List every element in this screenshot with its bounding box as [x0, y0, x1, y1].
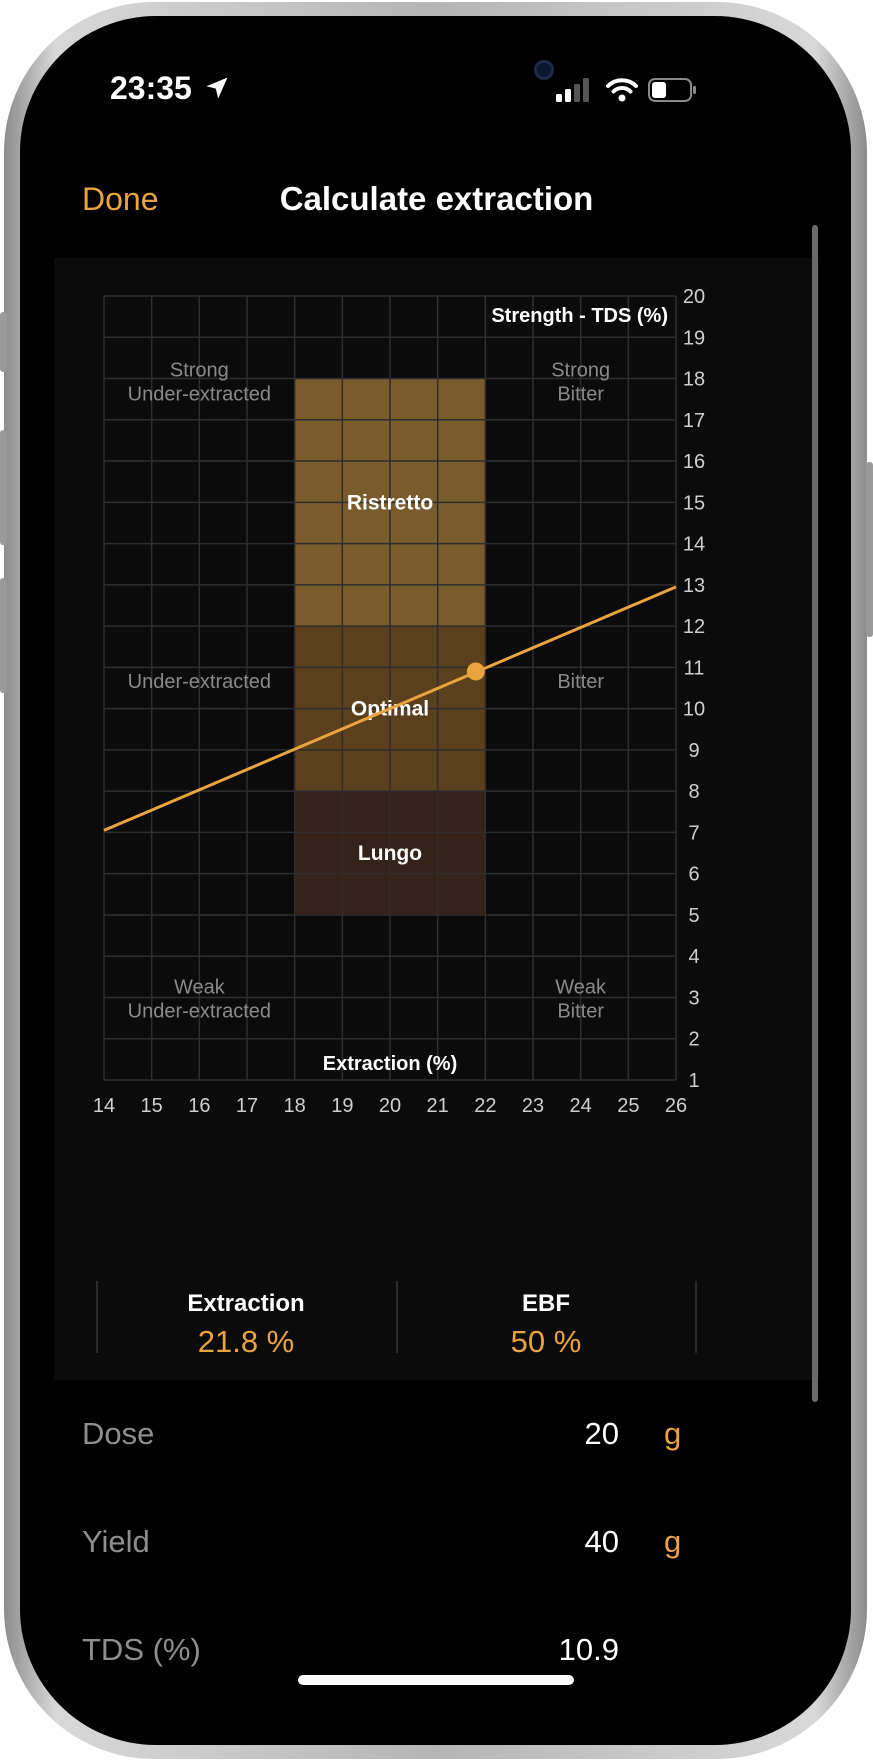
- scrollbar[interactable]: [812, 225, 818, 1402]
- zone-label-ristretto: Ristretto: [347, 491, 433, 514]
- ratio-line: [103, 585, 677, 832]
- location-arrow-icon: [206, 77, 228, 99]
- region-label: Strong: [170, 359, 229, 381]
- x-tick-label: 14: [93, 1095, 115, 1117]
- extraction-stat: Extraction 21.8 %: [96, 1290, 396, 1360]
- region-label: Weak: [174, 976, 226, 998]
- yield-unit: g: [664, 1524, 682, 1559]
- stat-divider: [96, 1281, 98, 1353]
- y-tick-label: 7: [688, 822, 699, 844]
- x-axis-title: Extraction (%): [323, 1053, 457, 1075]
- time-text: 23:35: [110, 70, 192, 106]
- y-tick-label: 6: [688, 864, 699, 886]
- signal-icon: [556, 78, 589, 102]
- y-tick-label: 17: [683, 410, 705, 432]
- y-tick-label: 5: [688, 905, 699, 927]
- chart-area: RistrettoOptimalLungoStrongUnder-extract…: [54, 258, 819, 1378]
- region-label: Under-extracted: [128, 1000, 271, 1022]
- y-tick-label: 13: [683, 575, 705, 597]
- x-tick-label: 20: [379, 1095, 401, 1117]
- extraction-point: [466, 662, 485, 681]
- region-label: Bitter: [557, 1000, 604, 1022]
- x-tick-label: 18: [284, 1095, 306, 1117]
- ebf-stat-label: EBF: [522, 1290, 570, 1317]
- y-tick-label: 8: [688, 781, 699, 803]
- ebf-stat: EBF 50 %: [396, 1290, 696, 1360]
- status-time: 23:35: [110, 70, 231, 107]
- region-label: Strong: [551, 359, 610, 381]
- x-tick-label: 25: [617, 1095, 639, 1117]
- home-indicator[interactable]: [298, 1675, 574, 1685]
- y-tick-label: 9: [688, 740, 699, 762]
- region-label: Bitter: [557, 671, 604, 693]
- front-camera: [534, 60, 554, 80]
- y-tick-label: 18: [683, 369, 705, 391]
- page-title: Calculate extraction: [279, 180, 594, 217]
- y-axis-title: Strength - TDS (%): [491, 305, 668, 327]
- screen: 23:35 Calculate extraction Done: [54, 42, 819, 1719]
- region-label: Under-extracted: [128, 671, 271, 693]
- y-tick-label: 15: [683, 492, 705, 514]
- extraction-chart[interactable]: RistrettoOptimalLungoStrongUnder-extract…: [54, 258, 819, 1158]
- y-tick-label: 16: [683, 451, 705, 473]
- mute-switch: [0, 312, 7, 372]
- x-tick-label: 22: [474, 1095, 496, 1117]
- y-tick-label: 14: [683, 534, 705, 556]
- x-tick-label: 26: [665, 1095, 687, 1117]
- x-tick-label: 15: [141, 1095, 163, 1117]
- x-tick-label: 17: [236, 1095, 258, 1117]
- y-tick-label: 19: [683, 327, 705, 349]
- wifi-icon: [606, 78, 638, 102]
- region-label: Under-extracted: [128, 383, 271, 405]
- tds-row[interactable]: TDS (%) 10.9: [54, 1596, 819, 1704]
- yield-input[interactable]: 40: [584, 1524, 619, 1559]
- x-tick-label: 24: [570, 1095, 592, 1117]
- yield-row[interactable]: Yield 40 g: [54, 1488, 819, 1596]
- brew-form: Dose 20 g Yield 40 g TDS (%) 10.9: [54, 1380, 819, 1719]
- power-button: [866, 462, 873, 637]
- y-tick-label: 1: [688, 1070, 699, 1092]
- volume-down-button: [0, 578, 7, 693]
- extraction-stat-value: 21.8 %: [197, 1324, 295, 1359]
- dose-unit: g: [664, 1416, 682, 1451]
- x-tick-label: 16: [188, 1095, 210, 1117]
- y-tick-label: 10: [683, 699, 705, 721]
- zone-label-lungo: Lungo: [358, 842, 422, 865]
- tds-input[interactable]: 10.9: [558, 1632, 619, 1667]
- y-tick-label: 4: [688, 946, 699, 968]
- dose-input[interactable]: 20: [584, 1416, 619, 1451]
- ebf-stat-value: 50 %: [510, 1324, 582, 1359]
- dynamic-notch: [278, 42, 596, 108]
- y-tick-label: 3: [688, 987, 699, 1009]
- y-tick-label: 11: [684, 657, 705, 679]
- dose-row[interactable]: Dose 20 g: [54, 1380, 819, 1488]
- done-button[interactable]: Done: [82, 181, 159, 217]
- x-tick-label: 23: [522, 1095, 544, 1117]
- stat-divider: [396, 1281, 398, 1353]
- y-tick-label: 12: [683, 616, 705, 638]
- yield-label: Yield: [82, 1524, 150, 1559]
- extraction-stat-label: Extraction: [187, 1290, 305, 1317]
- stat-divider: [695, 1281, 697, 1353]
- tds-label: TDS (%): [82, 1632, 201, 1667]
- y-tick-label: 20: [683, 286, 705, 308]
- region-label: Bitter: [557, 383, 604, 405]
- y-tick-label: 2: [688, 1029, 699, 1051]
- battery-icon: [648, 78, 696, 102]
- volume-up-button: [0, 430, 7, 545]
- x-tick-label: 21: [427, 1095, 449, 1117]
- x-tick-label: 19: [331, 1095, 353, 1117]
- nav-bar: Calculate extraction Done: [54, 146, 819, 258]
- region-label: Weak: [555, 976, 607, 998]
- dose-label: Dose: [82, 1416, 155, 1451]
